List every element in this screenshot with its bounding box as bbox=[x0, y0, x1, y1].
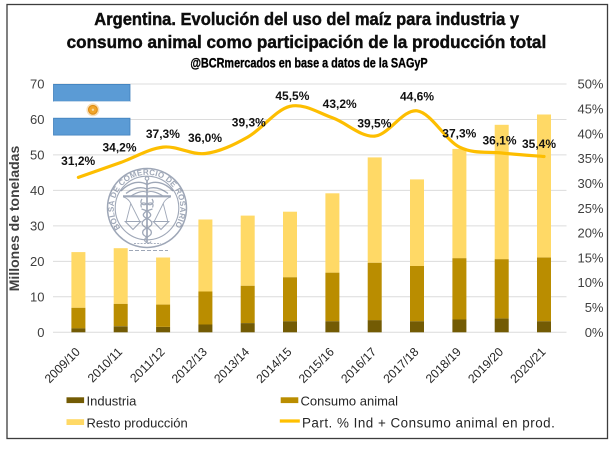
svg-text:35%: 35% bbox=[577, 151, 603, 166]
svg-text:10%: 10% bbox=[577, 275, 603, 290]
svg-text:44,6%: 44,6% bbox=[400, 90, 434, 104]
svg-text:50%: 50% bbox=[577, 77, 603, 92]
svg-text:40%: 40% bbox=[577, 126, 603, 141]
svg-text:0%: 0% bbox=[585, 325, 604, 340]
svg-text:70: 70 bbox=[30, 77, 44, 92]
svg-text:39,5%: 39,5% bbox=[357, 117, 391, 131]
svg-text:Consumo animal: Consumo animal bbox=[301, 394, 399, 409]
svg-text:43,2%: 43,2% bbox=[323, 97, 357, 111]
svg-text:39,3%: 39,3% bbox=[232, 116, 266, 130]
svg-text:15%: 15% bbox=[577, 250, 603, 265]
svg-text:35,4%: 35,4% bbox=[522, 137, 556, 151]
svg-text:40: 40 bbox=[30, 183, 44, 198]
svg-text:30%: 30% bbox=[577, 176, 603, 191]
svg-text:10: 10 bbox=[30, 289, 44, 304]
svg-text:37,3%: 37,3% bbox=[146, 127, 180, 141]
svg-text:Industria: Industria bbox=[87, 394, 138, 409]
svg-text:37,3%: 37,3% bbox=[442, 127, 476, 141]
svg-text:Millones de toneladas: Millones de toneladas bbox=[6, 146, 22, 292]
svg-text:36,1%: 36,1% bbox=[482, 133, 516, 147]
svg-text:0: 0 bbox=[37, 325, 44, 340]
svg-text:20: 20 bbox=[30, 254, 44, 269]
svg-text:60: 60 bbox=[30, 112, 44, 127]
svg-text:34,2%: 34,2% bbox=[102, 140, 136, 154]
svg-text:45,5%: 45,5% bbox=[275, 89, 309, 103]
svg-text:36,0%: 36,0% bbox=[188, 131, 222, 145]
svg-text:@BCRmercados en base a datos d: @BCRmercados en base a datos de la SAGyP bbox=[190, 55, 427, 71]
svg-text:5%: 5% bbox=[585, 300, 604, 315]
svg-text:Resto producción: Resto producción bbox=[87, 416, 188, 431]
svg-text:31,2%: 31,2% bbox=[61, 154, 95, 168]
svg-text:Part. % Ind + Consumo animal e: Part. % Ind + Consumo animal en prod. bbox=[302, 416, 555, 431]
svg-text:45%: 45% bbox=[577, 101, 603, 116]
svg-text:30: 30 bbox=[30, 219, 44, 234]
svg-text:25%: 25% bbox=[577, 201, 603, 216]
svg-text:50: 50 bbox=[30, 148, 44, 163]
svg-text:Argentina. Evolución del uso d: Argentina. Evolución del uso del maíz pa… bbox=[94, 8, 519, 29]
svg-text:consumo animal como participac: consumo animal como participación de la … bbox=[67, 32, 547, 52]
svg-text:20%: 20% bbox=[577, 226, 603, 241]
